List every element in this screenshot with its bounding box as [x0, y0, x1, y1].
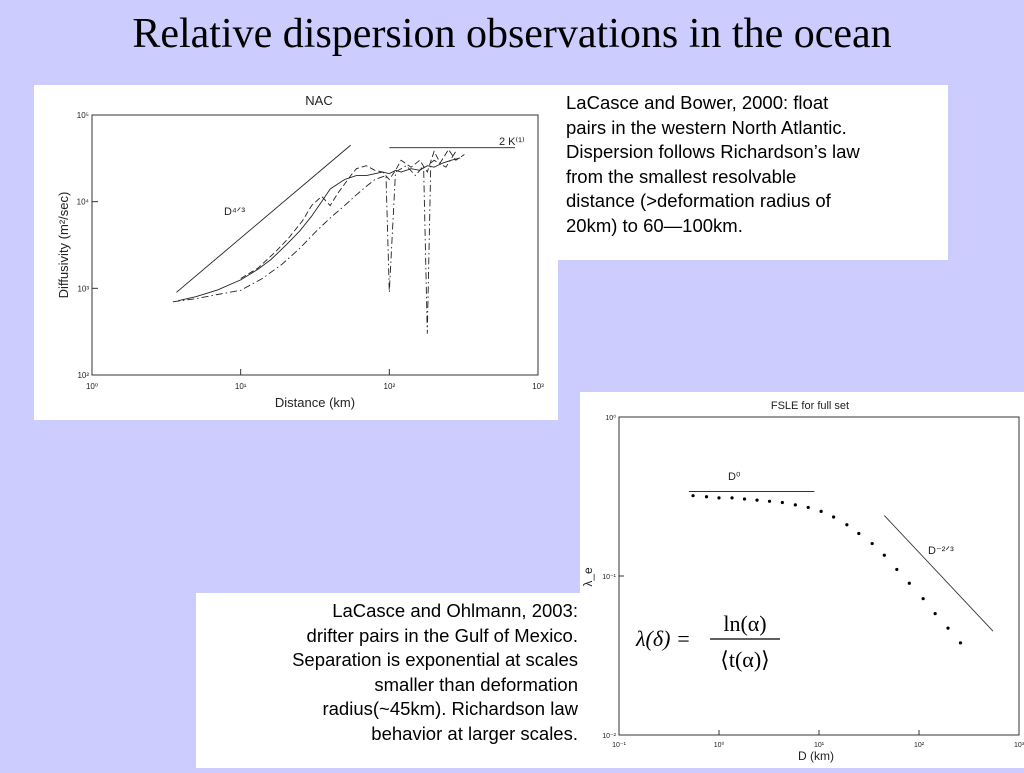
nac-ytick-label: 10⁴	[77, 198, 90, 207]
nac-series-line-4	[172, 151, 457, 334]
fsle-data-point	[793, 503, 797, 507]
slide-title: Relative dispersion observations in the …	[132, 11, 892, 57]
fsle-data-point	[819, 509, 823, 513]
caption-bottom-line: LaCasce and Ohlmann, 2003:	[332, 600, 578, 621]
nac-annotation-d43: D⁴ᐟ³	[224, 206, 245, 218]
fsle-chart-title: FSLE for full set	[771, 400, 849, 412]
fsle-data-point	[806, 505, 810, 510]
fsle-xtick-label: 10³	[1014, 742, 1024, 749]
formula-lhs: λ(δ) =	[635, 626, 691, 651]
caption-top-line: distance (>deformation radius of	[566, 190, 831, 211]
fsle-data-point	[691, 494, 695, 498]
nac-xtick-label: 10⁰	[86, 382, 98, 391]
fsle-annotation-d23: D⁻²ᐟ³	[928, 545, 954, 557]
fsle-data-point	[958, 641, 963, 645]
caption-bottom-line: Separation is exponential at scales	[292, 649, 578, 670]
fsle-data-point	[870, 541, 874, 546]
nac-xtick-label: 10¹	[235, 382, 247, 391]
fsle-data-point	[730, 496, 734, 500]
fsle-data-point	[946, 626, 950, 630]
caption-bottom-line: smaller than deformation	[374, 673, 578, 695]
caption-top-line: Dispersion follows Richardson’s law	[566, 141, 860, 162]
nac-chart-title: NAC	[305, 93, 332, 108]
fsle-chart: FSLE for full set 10⁻¹ 10⁰ 10¹ 10² 10³10⁻²10…	[581, 400, 1024, 763]
caption-bottom-line: drifter pairs in the Gulf of Mexico.	[306, 624, 578, 646]
nac-series-line-0	[176, 144, 351, 293]
nac-chart: NAC 10⁰ 10¹ 10² 10³ 10² 10³ 10⁴ 10⁵ D⁴ᐟ³ 2 K⁽¹⁾…	[56, 93, 544, 410]
fsle-data-point	[882, 553, 886, 557]
nac-chart-panel: NAC 10⁰ 10¹ 10² 10³ 10² 10³ 10⁴ 10⁵ D⁴ᐟ³ 2 K⁽¹⁾…	[34, 85, 558, 420]
caption-bottom-line: radius(~45km). Richardson law	[322, 698, 578, 719]
fsle-ytick-label: 10⁻¹	[602, 574, 616, 581]
fsle-xtick-label: 10²	[914, 742, 925, 749]
formula-denominator: ⟨t(α)⟩	[720, 647, 769, 672]
fsle-xtick-label: 10⁻¹	[612, 742, 626, 749]
fsle-formula: λ(δ) = ln(α) ⟨t(α)⟩	[635, 611, 780, 672]
nac-xtick-label: 10²	[384, 382, 396, 391]
fsle-data-point	[704, 495, 709, 499]
fsle-axis-ticks: 10⁻¹ 10⁰ 10¹ 10² 10³ 10⁻² 10⁻¹ 10⁰	[602, 414, 1024, 749]
fsle-xtick-label: 10¹	[814, 742, 825, 749]
nac-ytick-label: 10³	[77, 284, 89, 293]
caption-bottom-line: behavior at larger scales.	[371, 722, 578, 744]
caption-top-line: pairs in the western North Atlantic.	[566, 116, 847, 138]
fsle-ytick-label: 10⁰	[605, 414, 616, 422]
fsle-series-group	[688, 491, 994, 645]
caption-top: LaCasce and Bower, 2000: float pairs in …	[558, 85, 948, 260]
nac-annotation-2k: 2 K⁽¹⁾	[499, 136, 525, 148]
fsle-data-point	[717, 496, 721, 500]
fsle-data-point	[895, 567, 899, 572]
nac-series-line-2	[178, 157, 461, 302]
caption-top-line: LaCasce and Bower, 2000: float	[566, 92, 829, 113]
fsle-data-point	[832, 515, 836, 519]
nac-xtick-label: 10³	[532, 382, 544, 391]
fsle-xlabel: D (km)	[798, 749, 834, 763]
nac-ylabel: Diffusivity (m²/sec)	[56, 192, 71, 299]
fsle-data-point	[755, 498, 759, 502]
fsle-data-point	[857, 531, 861, 536]
caption-top-line: from the smallest resolvable	[566, 165, 797, 187]
fsle-data-point	[780, 500, 784, 505]
fsle-data-point	[767, 499, 772, 503]
fsle-reference-line-1	[883, 515, 994, 632]
fsle-data-point	[907, 581, 911, 585]
fsle-data-point	[933, 612, 937, 616]
caption-top-line: 20km) to 60—100km.	[566, 214, 743, 236]
fsle-data-point	[921, 597, 925, 601]
nac-axis-ticks: 10⁰ 10¹ 10² 10³ 10² 10³ 10⁴ 10⁵	[77, 111, 544, 391]
nac-ytick-label: 10⁵	[77, 111, 89, 120]
caption-bottom: LaCasce and Ohlmann, 2003: drifter pairs…	[196, 593, 584, 768]
fsle-xtick-label: 10⁰	[714, 741, 725, 749]
fsle-annotation-d0: D⁰	[728, 471, 741, 483]
nac-plot-frame	[91, 114, 539, 376]
nac-series-group	[172, 144, 515, 334]
nac-series-line-3	[240, 148, 465, 279]
fsle-ylabel: λ_e	[581, 567, 595, 587]
fsle-ytick-label: 10⁻²	[602, 733, 616, 740]
fsle-plot-frame	[618, 416, 1020, 736]
formula-numerator: ln(α)	[723, 611, 766, 636]
nac-xlabel: Distance (km)	[275, 395, 355, 410]
fsle-data-point	[742, 497, 747, 501]
fsle-data-point	[845, 523, 849, 527]
nac-ytick-label: 10²	[77, 371, 89, 380]
fsle-chart-panel: FSLE for full set 10⁻¹ 10⁰ 10¹ 10² 10³ 10⁻² 10…	[580, 392, 1024, 768]
